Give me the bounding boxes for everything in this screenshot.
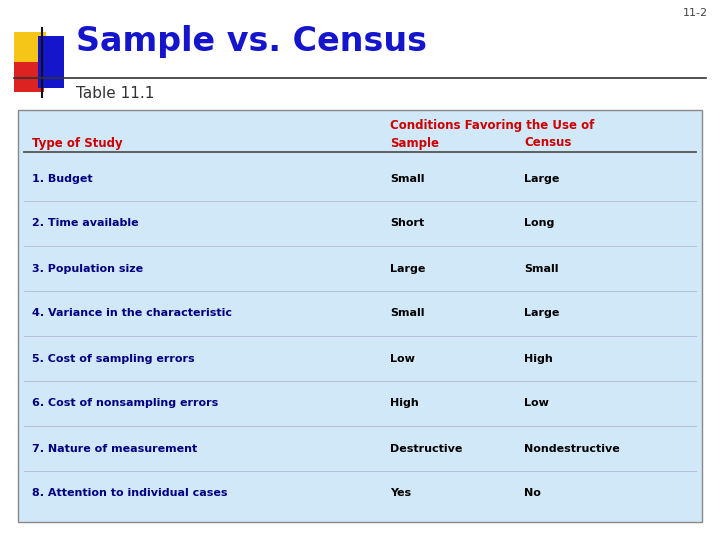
Text: 6. Cost of nonsampling errors: 6. Cost of nonsampling errors — [32, 399, 218, 408]
Text: 8. Attention to individual cases: 8. Attention to individual cases — [32, 489, 228, 498]
Text: Long: Long — [524, 219, 554, 228]
Text: Table 11.1: Table 11.1 — [76, 85, 154, 100]
Text: 2. Time available: 2. Time available — [32, 219, 139, 228]
Text: Yes: Yes — [390, 489, 411, 498]
Text: Small: Small — [390, 173, 425, 184]
Text: Nondestructive: Nondestructive — [524, 443, 620, 454]
Text: Census: Census — [524, 137, 572, 150]
Text: Short: Short — [390, 219, 424, 228]
Text: Low: Low — [524, 399, 549, 408]
Text: 3. Population size: 3. Population size — [32, 264, 143, 273]
Text: 4. Variance in the characteristic: 4. Variance in the characteristic — [32, 308, 232, 319]
Text: Destructive: Destructive — [390, 443, 462, 454]
Text: No: No — [524, 489, 541, 498]
Text: Sample vs. Census: Sample vs. Census — [76, 25, 427, 58]
Text: 5. Cost of sampling errors: 5. Cost of sampling errors — [32, 354, 194, 363]
FancyBboxPatch shape — [14, 32, 46, 64]
FancyBboxPatch shape — [38, 36, 64, 88]
FancyBboxPatch shape — [18, 110, 702, 522]
Text: Sample: Sample — [390, 137, 439, 150]
Text: High: High — [524, 354, 553, 363]
Text: Large: Large — [524, 308, 559, 319]
Text: Small: Small — [524, 264, 559, 273]
Text: Large: Large — [524, 173, 559, 184]
Text: Large: Large — [390, 264, 426, 273]
Text: 11-2: 11-2 — [683, 8, 708, 18]
Text: 1. Budget: 1. Budget — [32, 173, 93, 184]
Text: 7. Nature of measurement: 7. Nature of measurement — [32, 443, 197, 454]
Text: Type of Study: Type of Study — [32, 137, 122, 150]
Text: Small: Small — [390, 308, 425, 319]
Text: High: High — [390, 399, 419, 408]
Text: Conditions Favoring the Use of: Conditions Favoring the Use of — [390, 119, 595, 132]
FancyBboxPatch shape — [14, 62, 44, 92]
Text: Low: Low — [390, 354, 415, 363]
